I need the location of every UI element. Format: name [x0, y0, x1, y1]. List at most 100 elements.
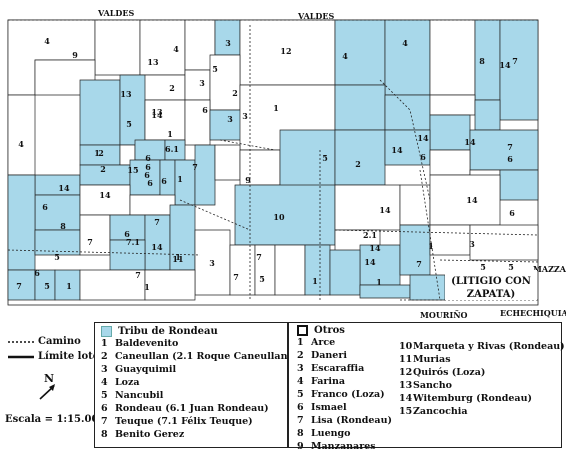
lot-number-label: 7 [135, 270, 141, 280]
legend-number: 12 [399, 367, 413, 378]
lot-parcel [334, 129, 386, 186]
lot-number-label: 6 [145, 153, 151, 163]
others-legend-row: 3 Escaraffia [297, 362, 392, 375]
litigio-box [445, 270, 537, 300]
lot-number-label: 5 [44, 281, 50, 291]
legend-name: Luengo [311, 428, 351, 439]
legend-name: Quirós (Loza) [413, 367, 486, 378]
lot-parcel [429, 224, 471, 256]
legend-name: Loza [115, 377, 140, 388]
legend-number: 6 [101, 403, 108, 414]
legend-number: 8 [101, 429, 108, 440]
legend-name: Arce [311, 337, 336, 348]
lot-parcel [399, 224, 431, 276]
lot-parcel [79, 79, 121, 146]
lot-number-label: 9 [245, 175, 251, 185]
lot-number-label: 7 [512, 56, 518, 66]
lot-number-label: 1 [94, 148, 100, 158]
lot-number-label: 3 [227, 114, 233, 124]
legend-name: Lisa (Rondeau) [311, 415, 392, 426]
road-line [7, 249, 201, 256]
lot-number-label: 14 [417, 133, 429, 143]
others-legend-row: 9 Manzanares [297, 440, 392, 453]
others-legend-row: 5 Franco (Loza) [297, 388, 392, 401]
road-legend-item: Camino [8, 336, 100, 347]
legend-number: 2 [101, 351, 108, 362]
lot-number-label: 13 [147, 57, 159, 67]
others-legend-title: Otros [314, 325, 345, 336]
lot-number-label: 6 [42, 202, 48, 212]
lot-number-label: 8 [60, 221, 66, 231]
others-legend: Otros 1 Arce 2 Daneri 3 Escaraffia 4 Farina 5 Fra… [288, 322, 565, 452]
others-legend-row: 2 Daneri [297, 349, 392, 362]
legend-name: Escaraffia [311, 363, 365, 374]
others-legend-row: 13Sancho [399, 379, 565, 392]
lot-parcel [384, 94, 431, 131]
others-legend-col1: 1 Arce 2 Daneri 3 Escaraffia 4 Farina 5 Franco (L… [297, 336, 392, 453]
lot-parcel [399, 184, 431, 226]
others-legend-row: 7 Lisa (Rondeau) [297, 414, 392, 427]
lot-parcel [34, 194, 81, 231]
others-legend-title-row: Otros [297, 325, 392, 336]
lot-parcel [329, 249, 361, 296]
lot-number-label: 6 [161, 176, 167, 186]
tribe-legend-row: 4 Loza [101, 376, 292, 389]
lot-parcel [334, 84, 386, 131]
lot-parcel [274, 244, 306, 296]
lot-number-label: 15 [127, 165, 138, 175]
lot-parcel [499, 19, 539, 121]
legend-name: Farina [311, 376, 346, 387]
lot-number-label: 7 [256, 252, 262, 262]
legend-number: 1 [297, 337, 304, 348]
lot-number-label: 3 [242, 111, 248, 121]
lot-number-label: 4 [402, 38, 408, 48]
lot-number-label: 5 [54, 252, 60, 262]
tribe-legend-row: 5 Nancubil [101, 389, 292, 402]
others-swatch-icon [297, 325, 308, 336]
lot-parcel [499, 169, 539, 201]
others-legend-row: 15Zancochia [399, 405, 565, 418]
legend-number: 3 [297, 363, 304, 374]
street-echechiquia: ECHECHIQUIA [500, 308, 566, 318]
north-arrow: N [36, 372, 60, 402]
north-arrow-icon [39, 384, 55, 400]
legend-name: Baldevenito [115, 338, 179, 349]
legend-number: 10 [399, 341, 413, 352]
lot-number-label: 14 [499, 60, 511, 70]
tribe-legend-title: Tribu de Rondeau [118, 326, 218, 337]
tribe-legend-row: 8 Benito Gerez [101, 428, 292, 441]
street-mourino: MOURIÑO [420, 310, 468, 320]
lot-number-label: 14 [379, 205, 391, 215]
lot-parcel [144, 99, 186, 141]
lot-parcel [409, 274, 446, 301]
legend-name: Witemburg (Rondeau) [413, 393, 532, 404]
litigio-label-line1: (LITIGIO CON [451, 276, 531, 287]
lot-number-label: 5 [259, 274, 265, 284]
lot-number-label: 7 [16, 281, 22, 291]
lot-parcel [429, 174, 501, 226]
lot-number-label: 4 [342, 51, 348, 61]
legend-number: 13 [399, 380, 413, 391]
lot-parcel [384, 19, 431, 96]
lot-number-label: 2 [169, 83, 175, 93]
lot-number-label: 2.1 [363, 230, 377, 240]
lot-parcel [469, 224, 539, 261]
lot-number-label: 14 [369, 243, 381, 253]
north-label: N [44, 372, 55, 385]
lots-layer [7, 19, 539, 301]
lot-number-label: 6 [144, 170, 150, 180]
others-legend-row: 14Witemburg (Rondeau) [399, 392, 565, 405]
lot-parcel [474, 99, 501, 131]
lot-number-label: 4 [44, 36, 50, 46]
lot-number-label: 10 [273, 212, 285, 222]
legend-number: 4 [297, 376, 304, 387]
lot-number-label: 5 [508, 262, 514, 272]
lot-number-label: 14 [58, 183, 70, 193]
lot-number-label: 1 [66, 281, 72, 291]
others-legend-row: 6 Ismael [297, 401, 392, 414]
road-line [419, 169, 441, 301]
lot-number-label: 3 [199, 78, 205, 88]
lot-number-label: 14 [151, 110, 163, 120]
legend-number: 5 [101, 390, 108, 401]
legend-name: Daneri [311, 350, 347, 361]
